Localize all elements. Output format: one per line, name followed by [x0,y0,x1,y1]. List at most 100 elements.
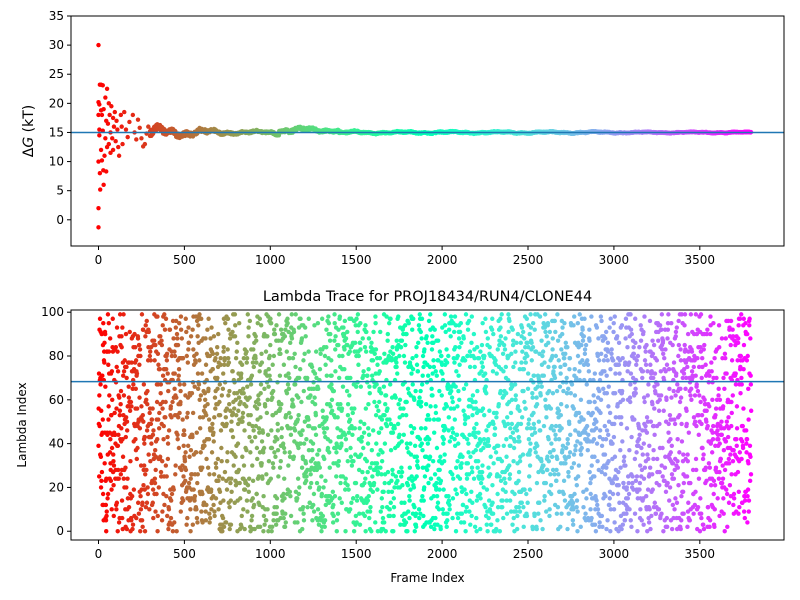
lambda-point [321,426,326,431]
lambda-point [578,524,583,530]
lambda-point [580,358,585,363]
lambda-point [481,485,486,490]
lambda-point [293,382,298,387]
lambda-point [150,432,156,438]
lambda-point [372,351,377,357]
lambda-point [516,469,522,475]
lambda-point [431,358,436,363]
lambda-point [249,518,254,523]
lambda-point [237,480,242,486]
lambda-point [396,469,402,475]
lambda-point [466,472,472,477]
lambda-point [189,391,195,396]
lambda-point [417,515,422,521]
lambda-point [290,355,296,361]
lambda-point [227,336,233,341]
lambda-point [546,388,552,394]
lambda-point [312,371,318,376]
lambda-point [478,480,484,486]
lambda-point [124,419,130,424]
lambda-point [382,480,387,486]
lambda-point [342,318,348,324]
lambda-point [235,441,241,446]
lambda-point [634,474,640,479]
lambda-point [152,476,158,481]
lambda-point [517,458,523,464]
lambda-point [242,487,248,492]
lambda-point [104,476,109,481]
lambda-point [440,371,445,376]
lambda-point [157,366,163,372]
lambda-point [608,529,613,534]
lambda-point [194,507,199,512]
lambda-point [124,485,129,490]
lambda-point [531,373,537,378]
lambda-point [176,415,181,420]
delta-g-point [127,119,132,125]
lambda-point [580,338,586,343]
lambda-point [335,415,340,420]
lambda-point [594,419,599,424]
lambda-point [104,509,109,514]
lambda-point [494,410,499,416]
lambda-point [632,456,638,462]
lambda-point [265,397,270,403]
lambda-point [510,342,516,348]
lambda-point [631,351,637,357]
lambda-point [228,522,234,527]
lambda-point [180,355,186,361]
lambda-point [405,445,410,451]
lambda-point [351,458,356,464]
lambda-point [498,388,503,394]
lambda-point [582,347,588,352]
lambda-point [452,314,458,319]
lambda-point [386,320,392,326]
lambda-point [408,441,413,446]
lambda-point [310,456,315,462]
lambda-point [566,454,572,459]
lambda-point [597,434,603,440]
lambda-point [244,360,249,365]
lambda-point [188,507,193,512]
lambda-point [221,349,226,354]
lambda-point [216,478,221,484]
lambda-point [541,423,547,429]
lambda-point [129,404,134,409]
lambda-point [271,353,277,359]
lambda-point [437,349,443,354]
lambda-point [206,316,211,321]
lambda-point [353,480,359,486]
lambda-point [505,415,510,420]
lambda-point [346,487,351,492]
lambda-point [583,342,589,348]
delta-g-point [114,118,119,124]
lambda-point [394,338,399,343]
lambda-point [336,342,341,348]
lambda-point [357,340,363,346]
lambda-point [268,342,273,348]
lambda-point [511,458,516,464]
lambda-point [409,430,415,435]
lambda-point [569,465,575,470]
lambda-point [141,463,147,468]
lambda-point [301,511,306,516]
lambda-point [155,314,160,319]
lambda-point [171,336,176,341]
lambda-point [331,388,337,394]
lambda-point [124,526,130,532]
lambda-point [268,320,274,326]
lambda-point [104,513,109,519]
lambda-point [312,323,317,328]
lambda-point [576,463,582,468]
lambda-point [575,474,581,479]
lambda-point [240,419,245,424]
lambda-point [155,529,160,534]
lambda-point [175,336,180,341]
delta-g-point [135,117,141,122]
lambda-point [145,485,150,490]
lambda-point [230,329,235,335]
lambda-point [99,331,104,337]
lambda-point [286,386,292,392]
lambda-point [122,358,127,363]
lambda-point [432,526,437,532]
